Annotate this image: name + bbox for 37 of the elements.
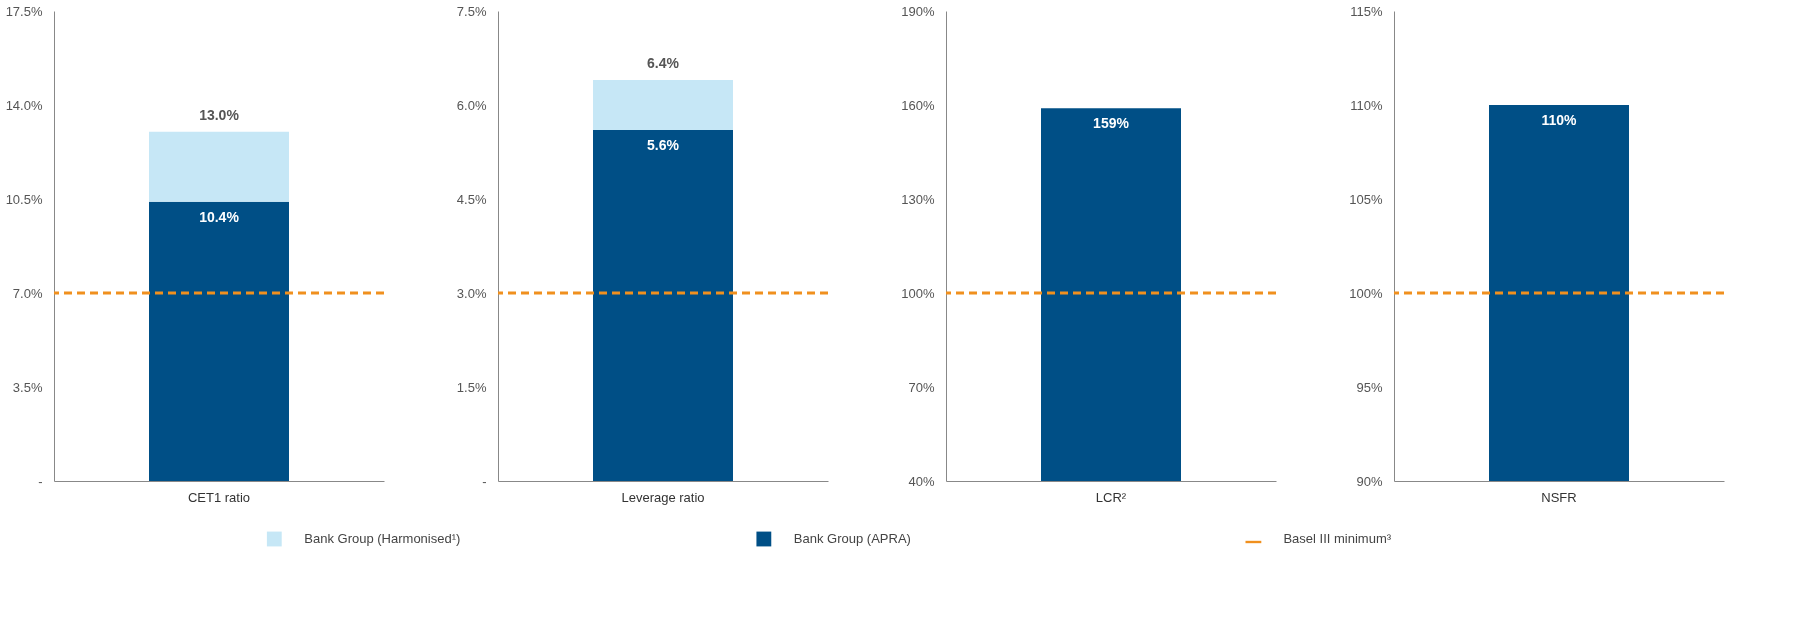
y-tick-label: 3.0% bbox=[456, 285, 487, 301]
y-tick-label: 100% bbox=[1349, 285, 1383, 301]
y-tick-label: 160% bbox=[901, 97, 935, 113]
y-tick-label: 14.0% bbox=[5, 97, 43, 113]
y-tick-label: 130% bbox=[901, 191, 935, 207]
y-tick-label: 110% bbox=[1350, 97, 1383, 113]
data-label: 10.4% bbox=[199, 208, 240, 225]
data-label: 110% bbox=[1541, 112, 1578, 128]
y-tick-label: 190% bbox=[901, 3, 935, 19]
y-tick-label: - bbox=[482, 473, 487, 489]
y-tick-label: 115% bbox=[1350, 3, 1383, 19]
y-tick-label: 105% bbox=[1349, 191, 1383, 207]
total-label: 13.0% bbox=[199, 106, 240, 123]
y-tick-label: 3.5% bbox=[12, 379, 43, 395]
y-tick-label: 6.0% bbox=[456, 97, 487, 113]
y-tick-label: 17.5% bbox=[5, 3, 43, 19]
y-tick-label: 10.5% bbox=[5, 191, 43, 207]
legend-label: Bank Group (Harmonised¹) bbox=[304, 531, 461, 546]
x-tick-label: Leverage ratio bbox=[621, 489, 705, 505]
y-tick-label: 100% bbox=[901, 285, 935, 301]
y-tick-label: 7.5% bbox=[456, 3, 487, 19]
y-tick-label: 4.5% bbox=[456, 191, 487, 207]
legend-label: Bank Group (APRA) bbox=[793, 531, 911, 546]
total-label: 6.4% bbox=[647, 54, 680, 71]
y-tick-label: 70% bbox=[908, 379, 935, 395]
data-label: 5.6% bbox=[647, 137, 680, 154]
y-tick-label: - bbox=[38, 473, 43, 489]
y-tick-label: 95% bbox=[1356, 379, 1383, 395]
y-tick-label: 1.5% bbox=[456, 379, 487, 395]
y-tick-label: 40% bbox=[908, 473, 935, 489]
data-label: 159% bbox=[1093, 115, 1130, 132]
legend-label: Basel III minimum³ bbox=[1283, 531, 1392, 546]
x-tick-label: NSFR bbox=[1541, 489, 1577, 505]
y-tick-label: 90% bbox=[1356, 473, 1383, 489]
x-tick-label: CET1 ratio bbox=[187, 489, 251, 505]
y-tick-label: 7.0% bbox=[12, 285, 43, 301]
x-tick-label: LCR² bbox=[1095, 489, 1127, 505]
